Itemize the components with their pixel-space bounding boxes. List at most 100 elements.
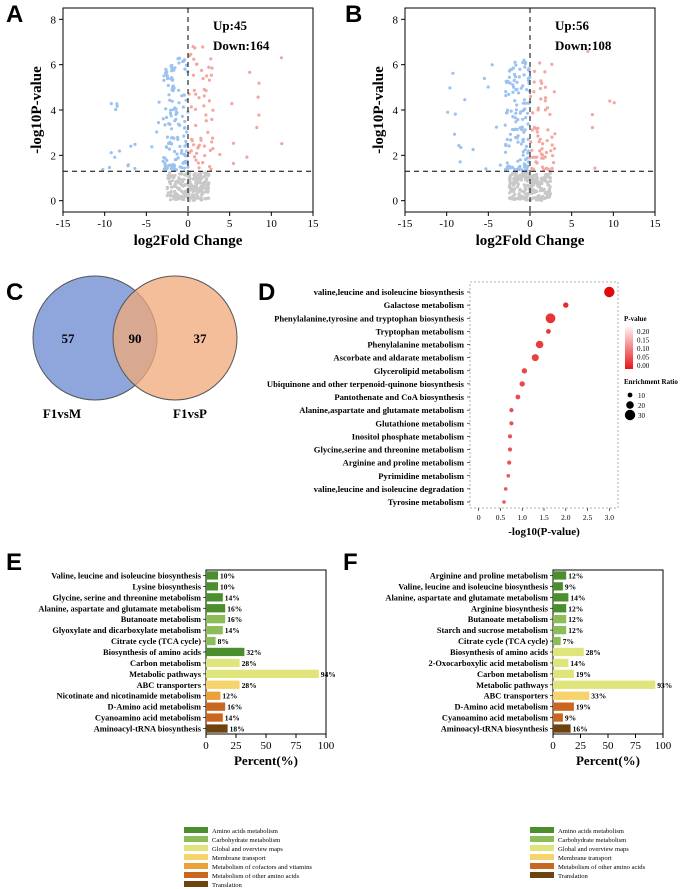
percent-bar: [206, 626, 223, 635]
bar-chart-e: Valine, leucine and isoleucine biosynthe…: [38, 569, 336, 889]
x-tick-label: -15: [398, 218, 413, 230]
x-tick-label: 25: [575, 740, 587, 752]
scatter-point: [550, 135, 554, 139]
scatter-point: [521, 150, 525, 154]
scatter-point: [543, 85, 548, 89]
category-label: Nicotinate and nicotinamide metabolism: [57, 692, 201, 701]
scatter-point: [509, 138, 513, 142]
x-tick-label: -10: [97, 218, 112, 230]
scatter-point: [519, 110, 523, 114]
enrichment-bubble: [509, 421, 514, 426]
scatter-point: [192, 143, 196, 147]
scatter-point: [194, 62, 199, 66]
enrichment-bubble: [506, 474, 511, 478]
scatter-point: [191, 45, 195, 49]
scatter-point: [230, 102, 234, 106]
pathway-label: Inositol phosphate metabolism: [352, 431, 465, 441]
scatter-point: [538, 86, 543, 91]
scatter-point: [182, 173, 187, 177]
scatter-point: [133, 166, 137, 171]
x-axis-title: log2Fold Change: [476, 233, 585, 249]
scatter-point: [546, 193, 550, 197]
scatter-point: [173, 158, 177, 162]
percent-bar: [206, 658, 240, 668]
category-label: 2-Oxocarboxylic acid metabolism: [428, 659, 548, 668]
scatter-point: [113, 155, 117, 159]
scatter-point: [512, 72, 517, 77]
scatter-point: [194, 123, 198, 128]
scatter-point: [544, 173, 548, 177]
scatter-point: [516, 159, 520, 163]
scatter-point: [182, 177, 186, 181]
scatter-point: [506, 167, 510, 171]
scatter-point: [514, 120, 518, 124]
scatter-point: [486, 85, 490, 89]
scatter-point: [514, 108, 519, 112]
legend-label: Amino acids metabolism: [558, 828, 625, 835]
y-tick-label: 8: [393, 14, 399, 26]
scatter-point: [210, 140, 214, 144]
scatter-point: [531, 188, 536, 192]
scatter-point: [494, 125, 499, 129]
legend-label: Translation: [558, 873, 589, 880]
value-label: 16%: [227, 703, 242, 712]
scatter-point: [484, 167, 488, 171]
category-label: Alanine, aspartate and glutamate metabol…: [385, 593, 548, 602]
scatter-point: [231, 161, 235, 166]
pvalue-tick-label: 0.20: [637, 328, 650, 336]
scatter-point: [508, 175, 512, 179]
scatter-point: [164, 145, 168, 149]
percent-bar: [553, 604, 567, 613]
scatter-point: [453, 112, 457, 116]
pathway-label: Ascorbate and aldarate metabolism: [333, 353, 464, 363]
scatter-point: [534, 198, 539, 202]
scatter-point: [184, 192, 188, 196]
scatter-point: [507, 75, 511, 79]
venn-set-label-a: F1vsM: [43, 406, 81, 421]
venn-count-shared: 90: [129, 331, 142, 346]
scatter-point: [548, 171, 552, 175]
x-tick-label: 1.0: [518, 513, 528, 522]
y-tick-label: 8: [51, 14, 57, 26]
scatter-point: [177, 61, 181, 65]
scatter-point: [201, 45, 205, 49]
scatter-point: [192, 57, 196, 61]
scatter-point: [170, 78, 174, 82]
percent-bar: [553, 636, 561, 646]
legend-swatch: [184, 863, 208, 869]
enrichment-bubble: [515, 394, 521, 400]
scatter-point: [184, 63, 188, 67]
scatter-point: [205, 183, 209, 187]
scatter-point: [543, 70, 547, 74]
scatter-point: [518, 197, 522, 201]
scatter-point: [549, 149, 553, 153]
y-tick-label: 0: [393, 196, 399, 208]
scatter-point: [517, 167, 521, 172]
pathway-label: Pantothenate and CoA biosynthesis: [334, 392, 464, 402]
scatter-point: [191, 187, 195, 191]
scatter-point: [446, 110, 450, 114]
scatter-point: [166, 83, 170, 88]
scatter-point: [200, 68, 204, 72]
scatter-point: [207, 173, 211, 178]
scatter-point: [196, 161, 200, 165]
scatter-point: [540, 181, 544, 186]
enrichment-bubble: [519, 381, 525, 387]
scatter-point: [525, 111, 530, 115]
scatter-point: [197, 166, 201, 170]
scatter-point: [540, 198, 544, 202]
scatter-point: [513, 174, 517, 178]
percent-bar: [553, 647, 584, 657]
scatter-point: [498, 163, 502, 167]
scatter-point: [550, 166, 554, 170]
scatter-point: [529, 140, 533, 144]
scatter-point: [168, 198, 173, 202]
scatter-point: [593, 166, 597, 170]
value-label: 14%: [225, 714, 240, 723]
scatter-point: [526, 76, 531, 80]
scatter-point: [202, 87, 206, 92]
scatter-point: [183, 58, 187, 62]
x-tick-label: 5: [569, 218, 575, 230]
value-label: 28%: [242, 681, 257, 690]
scatter-point: [180, 189, 184, 193]
